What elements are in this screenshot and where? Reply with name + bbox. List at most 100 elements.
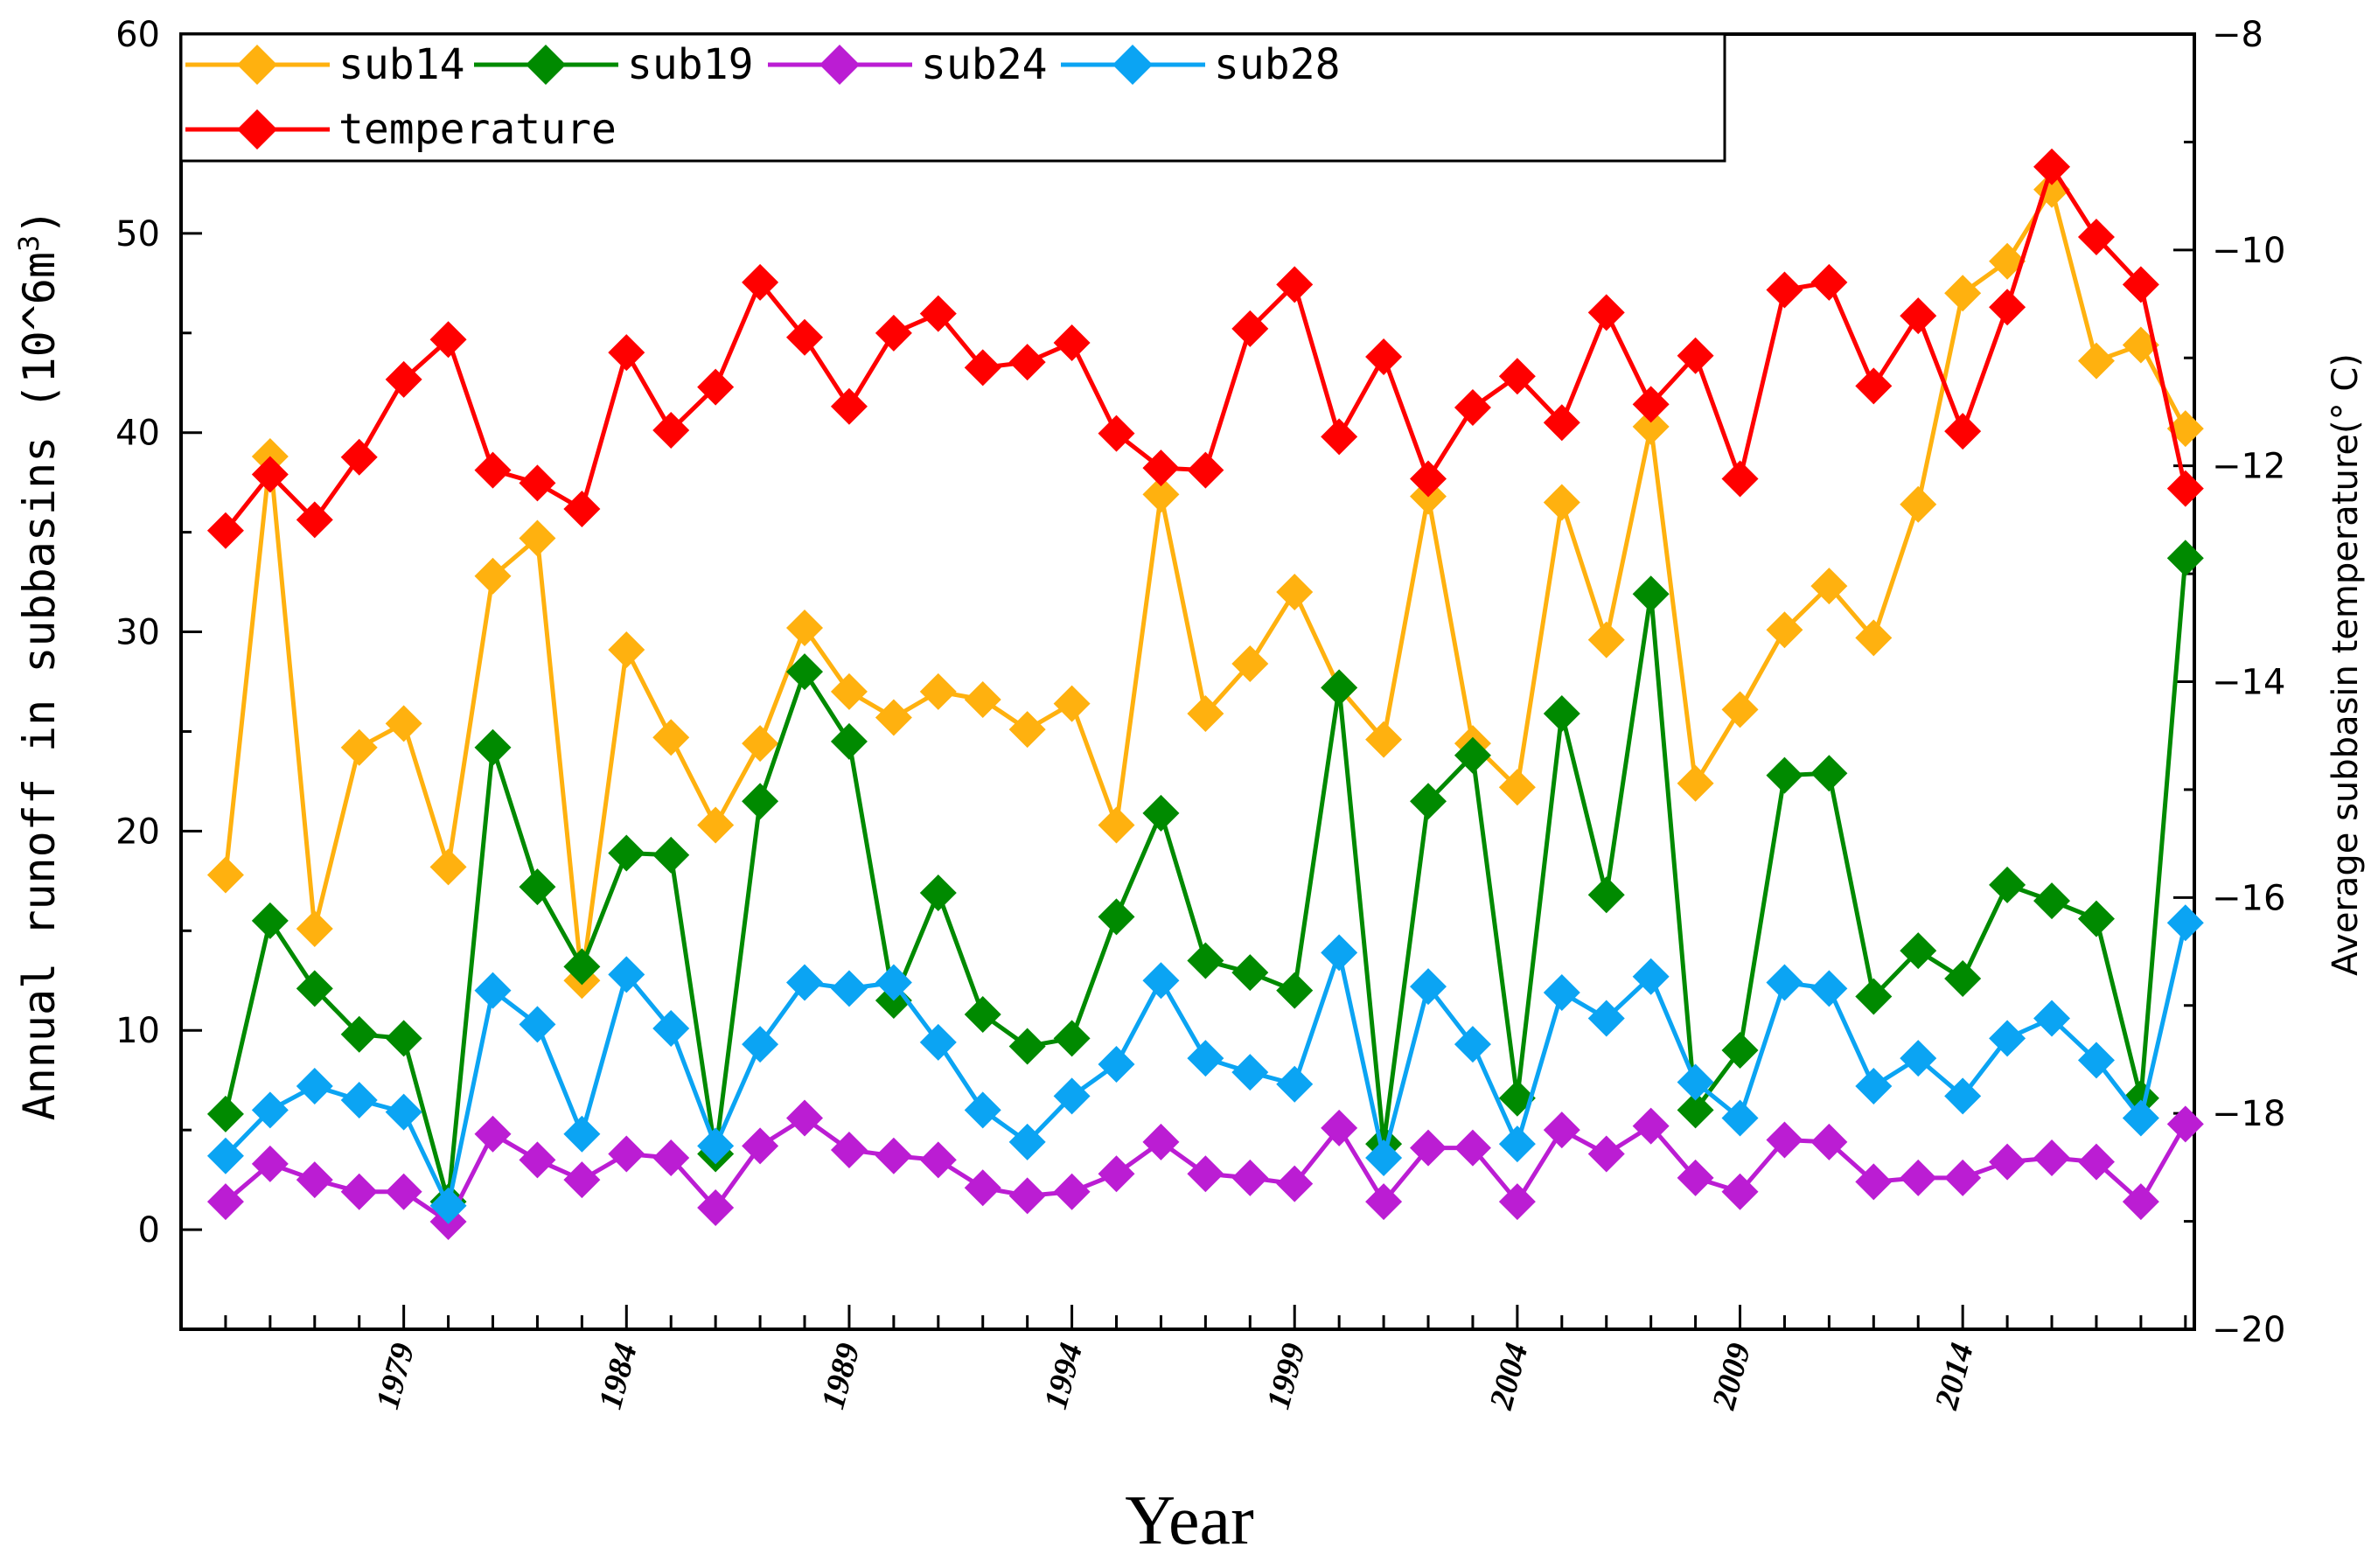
data-point-sub28: [206, 1137, 244, 1174]
x-tick-label: 1984: [592, 1339, 645, 1412]
data-point-sub14: [1543, 484, 1580, 521]
data-point-sub19: [1276, 972, 1314, 1009]
data-point-sub28: [1276, 1065, 1314, 1103]
data-point-sub28: [742, 1026, 779, 1063]
data-point-sub24: [742, 1127, 779, 1165]
y-tick-label: 10: [115, 1011, 160, 1051]
data-point-sub19: [519, 868, 556, 906]
y-axis-title-exp: ^6m: [14, 252, 65, 331]
data-point-sub19: [1766, 756, 1803, 794]
data-point-temperature: [1721, 460, 1759, 498]
data-point-temperature: [1276, 266, 1314, 303]
data-point-temperature: [1766, 271, 1803, 309]
data-point-temperature: [652, 411, 690, 449]
data-point-sub24: [1142, 1123, 1180, 1160]
data-point-sub28: [1321, 934, 1358, 972]
data-point-sub19: [340, 1015, 378, 1053]
data-point-sub19: [1410, 783, 1447, 820]
data-point-temperature: [206, 512, 244, 549]
data-point-sub14: [697, 806, 735, 844]
data-point-sub24: [697, 1189, 735, 1227]
data-point-sub14: [608, 631, 645, 669]
data-point-sub28: [1543, 973, 1580, 1011]
data-point-sub19: [652, 836, 690, 874]
data-point-sub24: [964, 1169, 1001, 1207]
data-point-temperature: [1543, 404, 1580, 442]
data-point-sub28: [1632, 958, 1670, 995]
data-point-sub19: [1321, 669, 1358, 707]
data-point-sub19: [1053, 1020, 1091, 1057]
data-point-sub24: [1766, 1121, 1803, 1159]
legend-label: sub24: [921, 40, 1048, 89]
y2-axis-title: Average subbasin temperature(° C): [2326, 353, 2366, 976]
data-point-sub28: [2077, 1042, 2115, 1079]
legend-label: sub19: [627, 40, 754, 89]
data-point-sub19: [1587, 876, 1625, 914]
data-point-sub14: [1231, 645, 1269, 682]
data-point-sub28: [1944, 1077, 1982, 1115]
data-point-sub14: [474, 557, 512, 595]
data-point-sub28: [1989, 1020, 2026, 1057]
series-line-sub19: [223, 558, 2188, 1204]
data-point-temperature: [1587, 294, 1625, 331]
y2-tick-label: −14: [2212, 663, 2285, 703]
data-point-sub14: [1810, 568, 1848, 605]
data-point-sub19: [786, 653, 824, 691]
data-point-temperature: [1810, 263, 1848, 301]
y-tick-label: 30: [115, 613, 160, 653]
data-point-sub28: [652, 1009, 690, 1047]
data-point-sub24: [1989, 1143, 2026, 1181]
data-point-temperature: [1677, 337, 1714, 374]
y-tick-label: 50: [115, 214, 160, 254]
data-point-sub24: [1543, 1112, 1580, 1149]
data-point-sub14: [919, 672, 957, 710]
data-point-sub24: [830, 1131, 868, 1168]
legend-marker: [237, 109, 277, 150]
data-point-sub24: [385, 1173, 422, 1210]
data-point-sub14: [385, 705, 422, 742]
data-point-sub14: [1721, 691, 1759, 728]
x-axis: 1979 1984 1989 1994 1999 2004 2009 2014: [224, 1305, 2187, 1414]
data-point-sub19: [1454, 736, 1491, 774]
legend-label: sub28: [1214, 40, 1341, 89]
data-point-sub28: [563, 1115, 601, 1153]
data-point-sub24: [1498, 1183, 1536, 1221]
data-point-temperature: [474, 451, 512, 489]
data-point-sub19: [1810, 755, 1848, 792]
data-point-sub19: [563, 948, 601, 986]
x-tick-label: 1999: [1260, 1339, 1313, 1412]
data-point-sub14: [1142, 476, 1180, 513]
data-point-sub24: [1365, 1183, 1403, 1221]
x-tick-label: 1989: [814, 1339, 867, 1412]
data-point-sub19: [1543, 694, 1580, 732]
legend: sub14 sub19 sub24 sub28 temperature: [179, 32, 1726, 163]
x-tick-label: 2004: [1482, 1339, 1535, 1413]
data-point-sub14: [1766, 611, 1803, 649]
legend-marker: [526, 45, 566, 85]
data-point-sub14: [830, 672, 868, 710]
data-point-sub14: [1989, 242, 2026, 280]
data-point-temperature: [786, 318, 824, 356]
data-point-sub28: [1187, 1040, 1224, 1077]
data-point-sub24: [1231, 1159, 1269, 1196]
y2-tick-label: −20: [2212, 1310, 2285, 1350]
data-point-sub28: [385, 1093, 422, 1131]
data-point-temperature: [1008, 344, 1046, 381]
data-point-temperature: [296, 501, 333, 539]
data-point-sub14: [2077, 342, 2115, 380]
y-axis-title-main: Annual runoff in subbasins (10: [14, 331, 65, 1120]
data-point-temperature: [1098, 415, 1135, 452]
y-tick-label: 40: [115, 414, 160, 454]
data-point-temperature: [919, 295, 957, 332]
y2-tick-label: −18: [2212, 1094, 2285, 1134]
data-point-sub24: [1454, 1129, 1491, 1167]
data-point-sub19: [1989, 866, 2026, 903]
data-point-temperature: [1365, 338, 1403, 376]
data-point-sub24: [1855, 1163, 1893, 1201]
data-point-temperature: [1632, 386, 1670, 423]
data-point-temperature: [340, 438, 378, 476]
data-point-sub24: [786, 1099, 824, 1137]
data-point-sub24: [919, 1141, 957, 1179]
y-tick-label: 0: [138, 1210, 160, 1251]
